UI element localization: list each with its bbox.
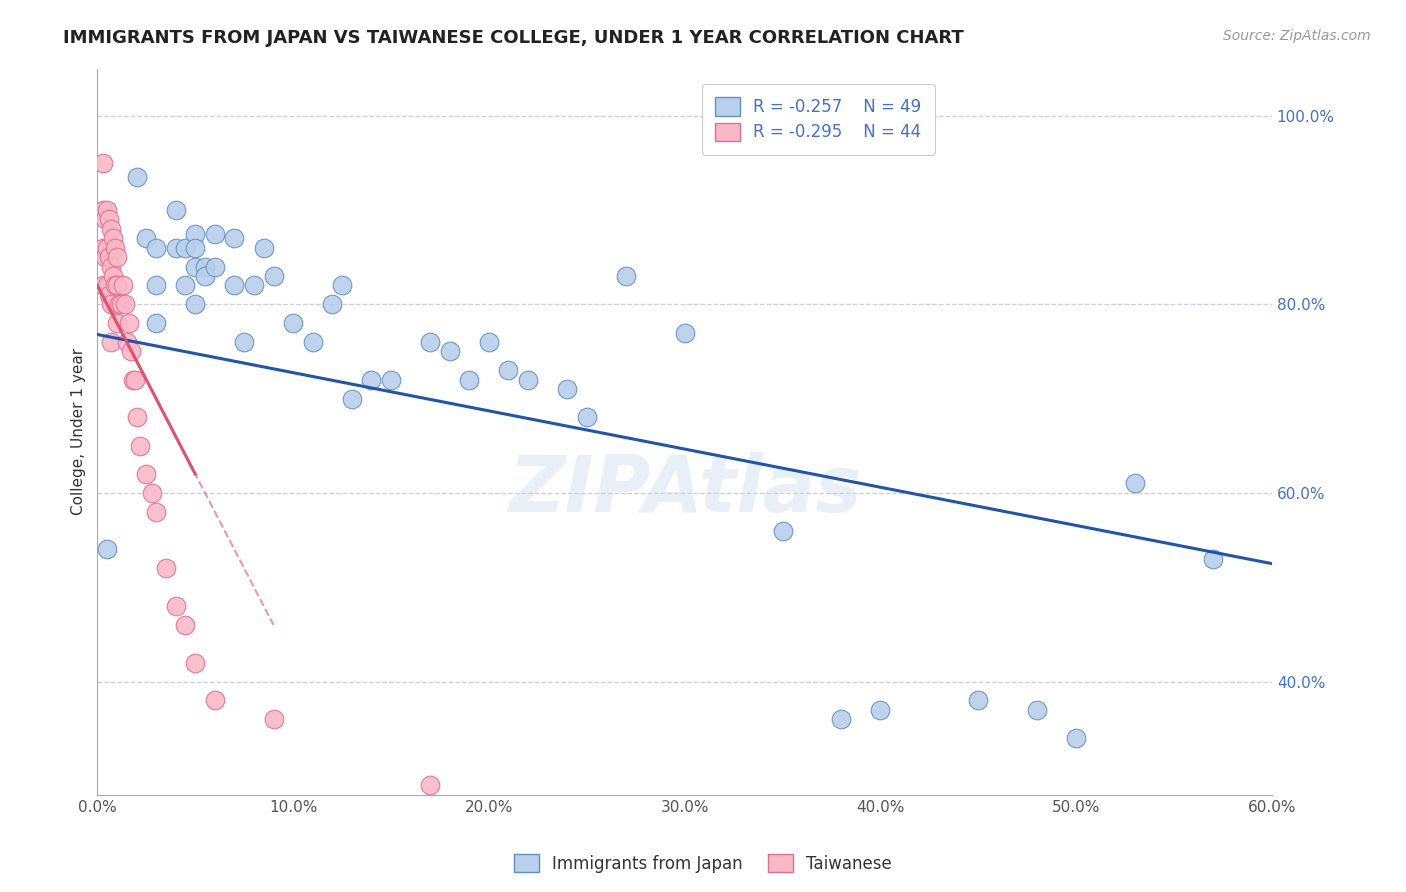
Point [419,778,441,792]
Point [967,693,990,707]
Text: Source: ZipAtlas.com: Source: ZipAtlas.com [1223,29,1371,43]
Point [100,260,122,274]
Point [101,268,124,283]
Point [253,241,276,255]
Point [184,260,207,274]
Point [91,278,114,293]
Point [321,297,343,311]
Point [555,382,578,396]
Point [125,410,148,425]
Point [614,268,637,283]
Point [101,231,124,245]
Point [1064,731,1087,745]
Point [194,268,217,283]
Point [145,505,167,519]
Point [124,373,146,387]
Point [184,241,207,255]
Point [575,410,598,425]
Point [340,392,363,406]
Point [224,278,246,293]
Point [330,278,353,293]
Point [104,241,127,255]
Point [121,373,143,387]
Point [498,363,520,377]
Point [96,542,118,557]
Point [100,297,122,311]
Point [105,250,128,264]
Point [174,241,197,255]
Point [94,212,117,227]
Point [100,334,122,349]
Point [184,656,207,670]
Point [155,561,177,575]
Point [115,334,138,349]
Point [263,268,285,283]
Point [1202,552,1225,566]
Point [673,326,696,340]
Point [98,288,121,302]
Point [419,334,441,349]
Legend: R = -0.257    N = 49, R = -0.295    N = 44: R = -0.257 N = 49, R = -0.295 N = 44 [702,84,935,155]
Point [263,712,285,726]
Point [204,693,226,707]
Point [517,373,540,387]
Point [281,316,304,330]
Point [110,297,132,311]
Legend: Immigrants from Japan, Taiwanese: Immigrants from Japan, Taiwanese [508,847,898,880]
Point [165,599,187,613]
Point [301,334,323,349]
Point [224,231,246,245]
Point [184,227,207,241]
Point [141,486,163,500]
Point [125,169,148,184]
Point [94,250,117,264]
Point [100,222,122,236]
Point [145,316,167,330]
Point [91,156,114,170]
Point [135,231,157,245]
Point [98,250,121,264]
Point [91,202,114,217]
Point [1123,476,1146,491]
Point [772,524,794,538]
Point [174,618,197,632]
Point [135,467,157,481]
Y-axis label: College, Under 1 year: College, Under 1 year [72,348,86,516]
Point [145,241,167,255]
Text: IMMIGRANTS FROM JAPAN VS TAIWANESE COLLEGE, UNDER 1 YEAR CORRELATION CHART: IMMIGRANTS FROM JAPAN VS TAIWANESE COLLE… [63,29,965,46]
Point [1026,703,1049,717]
Point [184,297,207,311]
Point [165,202,187,217]
Point [105,278,128,293]
Point [145,278,167,293]
Point [194,260,217,274]
Point [105,316,128,330]
Point [96,278,118,293]
Point [165,241,187,255]
Point [439,344,461,359]
Point [111,278,134,293]
Point [204,260,226,274]
Point [360,373,382,387]
Point [458,373,481,387]
Text: ZIPAtlas: ZIPAtlas [508,451,862,528]
Point [120,344,142,359]
Point [96,202,118,217]
Point [174,278,197,293]
Point [91,241,114,255]
Point [380,373,402,387]
Point [104,278,127,293]
Point [118,316,141,330]
Point [830,712,852,726]
Point [233,334,256,349]
Point [129,439,152,453]
Point [98,212,121,227]
Point [96,241,118,255]
Point [204,227,226,241]
Point [114,297,136,311]
Point [869,703,891,717]
Point [243,278,266,293]
Point [108,297,131,311]
Point [478,334,501,349]
